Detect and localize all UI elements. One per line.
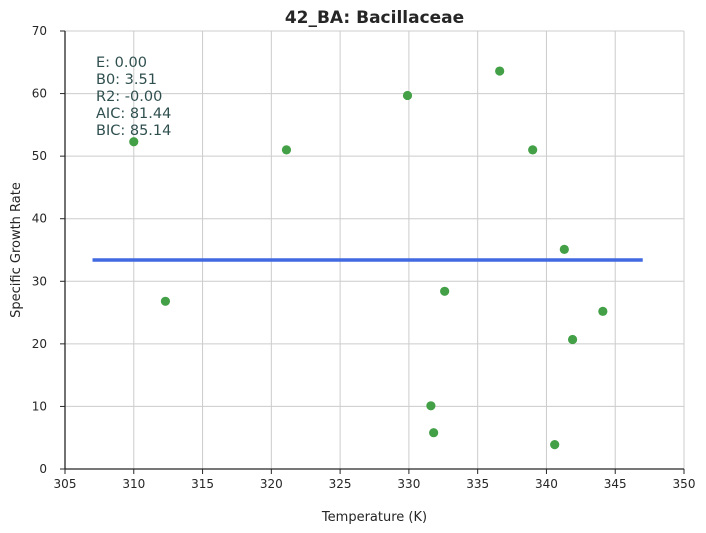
data-point <box>402 90 413 101</box>
data-point <box>160 296 171 306</box>
x-tick-label: 350 <box>673 477 696 491</box>
fit-annotation: E: 0.00 <box>96 55 147 71</box>
x-tick-label: 345 <box>604 477 627 491</box>
y-tick-label: 50 <box>32 149 47 163</box>
x-tick-label: 310 <box>122 477 145 491</box>
fit-annotation: BIC: 85.14 <box>96 123 171 139</box>
grid <box>65 30 685 469</box>
fit-annotation: AIC: 81.44 <box>96 106 171 122</box>
data-point <box>559 244 569 254</box>
x-tick-label: 320 <box>260 477 283 491</box>
data-point <box>550 439 560 450</box>
y-tick-label: 0 <box>39 462 47 476</box>
x-tick-label: 325 <box>329 477 352 491</box>
x-tick-label: 305 <box>54 477 77 491</box>
data-point <box>495 66 505 76</box>
points-group <box>129 66 608 450</box>
data-point <box>528 145 538 155</box>
data-point <box>567 334 578 345</box>
data-point <box>426 401 436 411</box>
x-axis-label: Temperature (K) <box>321 510 427 525</box>
y-ticks: 0 10 20 30 40 50 60 70 <box>32 24 65 476</box>
data-point <box>598 306 608 316</box>
y-tick-label: 30 <box>32 274 47 288</box>
x-tick-label: 315 <box>191 477 214 491</box>
x-ticks: 305 310 315 320 325 330 335 340 345 350 <box>54 469 696 491</box>
fit-annotation: B0: 3.51 <box>96 72 157 88</box>
x-tick-label: 340 <box>535 477 558 491</box>
axes <box>64 31 684 470</box>
data-point <box>429 428 439 438</box>
fit-annotation: R2: -0.00 <box>96 89 162 105</box>
x-tick-label: 335 <box>466 477 489 491</box>
y-tick-label: 40 <box>32 212 47 226</box>
x-tick-label: 330 <box>397 477 420 491</box>
y-tick-label: 10 <box>32 399 47 413</box>
chart-title: 42_BA: Bacillaceae <box>285 8 464 28</box>
data-point <box>129 137 139 147</box>
data-point <box>281 145 292 155</box>
y-axis-label: Specific Growth Rate <box>9 182 24 318</box>
data-point <box>440 286 450 296</box>
y-tick-label: 20 <box>32 337 47 351</box>
y-tick-label: 60 <box>32 87 47 101</box>
y-tick-label: 70 <box>32 24 47 38</box>
